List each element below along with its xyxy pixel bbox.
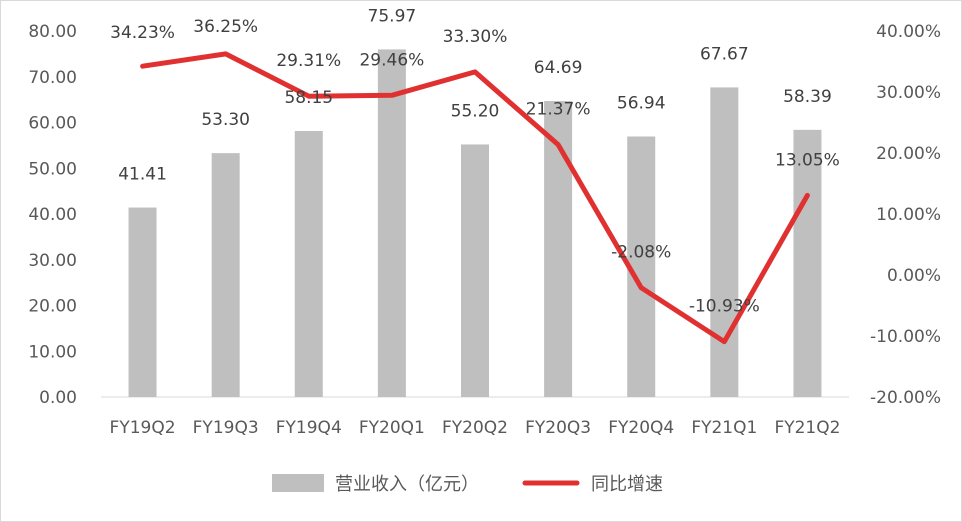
right-axis: -20.00% -10.00% 0.00% 10.00% 20.00% 30.00% 40.… bbox=[870, 22, 941, 408]
bar-data-label: 55.20 bbox=[451, 101, 500, 121]
revenue-bar bbox=[544, 101, 573, 398]
revenue-bar bbox=[377, 49, 406, 397]
bar-data-label: 41.41 bbox=[118, 165, 167, 185]
left-tick-label: 0.00 bbox=[39, 388, 77, 408]
right-tick-label: 20.00% bbox=[876, 144, 941, 164]
category-label: FY20Q4 bbox=[608, 418, 674, 438]
right-tick-label: 10.00% bbox=[876, 205, 941, 225]
category-label: FY19Q4 bbox=[276, 418, 342, 438]
right-tick-label: 0.00% bbox=[887, 266, 941, 286]
line-data-label: 21.37% bbox=[526, 100, 591, 120]
line-data-label: 33.30% bbox=[443, 27, 508, 47]
left-tick-label: 70.00 bbox=[28, 68, 77, 88]
line-data-label: 29.46% bbox=[359, 50, 424, 70]
x-axis-categories: FY19Q2 FY19Q3 FY19Q4 FY20Q1 FY20Q2 FY20Q3 FY20… bbox=[110, 418, 841, 438]
bar-data-label: 56.94 bbox=[617, 93, 666, 113]
left-tick-label: 80.00 bbox=[28, 22, 77, 42]
category-label: FY21Q1 bbox=[691, 418, 757, 438]
revenue-bar bbox=[710, 87, 739, 397]
category-label: FY19Q2 bbox=[110, 418, 176, 438]
left-tick-label: 50.00 bbox=[28, 159, 77, 179]
bar-data-label: 53.30 bbox=[201, 110, 250, 130]
right-tick-label: 40.00% bbox=[876, 22, 941, 42]
category-label: FY20Q2 bbox=[442, 418, 508, 438]
left-tick-label: 30.00 bbox=[28, 251, 77, 271]
bar-data-label: 58.15 bbox=[284, 88, 333, 108]
line-data-label: 13.05% bbox=[775, 150, 840, 170]
left-tick-label: 20.00 bbox=[28, 297, 77, 317]
left-tick-label: 10.00 bbox=[28, 342, 77, 362]
revenue-bar bbox=[793, 129, 822, 397]
bar-data-label: 64.69 bbox=[534, 58, 583, 78]
revenue-bar bbox=[461, 144, 489, 397]
right-tick-label: 30.00% bbox=[876, 83, 941, 103]
line-data-label: -2.08% bbox=[611, 243, 671, 263]
left-tick-label: 40.00 bbox=[28, 205, 77, 225]
right-tick-label: -20.00% bbox=[870, 388, 941, 408]
bar-series bbox=[128, 49, 822, 398]
category-label: FY20Q3 bbox=[525, 418, 591, 438]
bar-data-labels: 41.41 53.30 58.15 75.97 55.20 64.69 56.94 67.67… bbox=[118, 6, 832, 184]
line-series bbox=[140, 51, 810, 345]
line-data-label: 29.31% bbox=[276, 51, 341, 71]
legend: 营业收入（亿元） 同比增速 bbox=[272, 474, 663, 495]
revenue-bar bbox=[294, 130, 323, 397]
revenue-bar bbox=[128, 207, 157, 397]
bar-data-label: 75.97 bbox=[368, 6, 417, 26]
legend-bar-label: 营业收入（亿元） bbox=[335, 474, 479, 495]
left-tick-label: 60.00 bbox=[28, 114, 77, 134]
line-data-label: -10.93% bbox=[689, 297, 760, 317]
left-axis: 0.00 10.00 20.00 30.00 40.00 50.00 60.00 70.00 8… bbox=[28, 22, 77, 408]
right-tick-label: -10.00% bbox=[870, 327, 941, 347]
revenue-bar bbox=[211, 153, 240, 397]
bar-data-label: 67.67 bbox=[700, 44, 749, 64]
category-label: FY21Q2 bbox=[774, 418, 840, 438]
line-data-labels: 34.23% 36.25% 29.31% 29.46% 33.30% 21.37% -2.0… bbox=[110, 17, 840, 317]
bar-data-label: 58.39 bbox=[783, 87, 832, 107]
line-data-label: 36.25% bbox=[193, 17, 258, 37]
legend-line-label: 同比增速 bbox=[591, 474, 663, 495]
legend-bar-swatch bbox=[272, 474, 324, 492]
line-data-label: 34.23% bbox=[110, 23, 175, 43]
growth-line bbox=[140, 51, 810, 345]
category-label: FY20Q1 bbox=[359, 418, 425, 438]
category-label: FY19Q3 bbox=[193, 418, 259, 438]
